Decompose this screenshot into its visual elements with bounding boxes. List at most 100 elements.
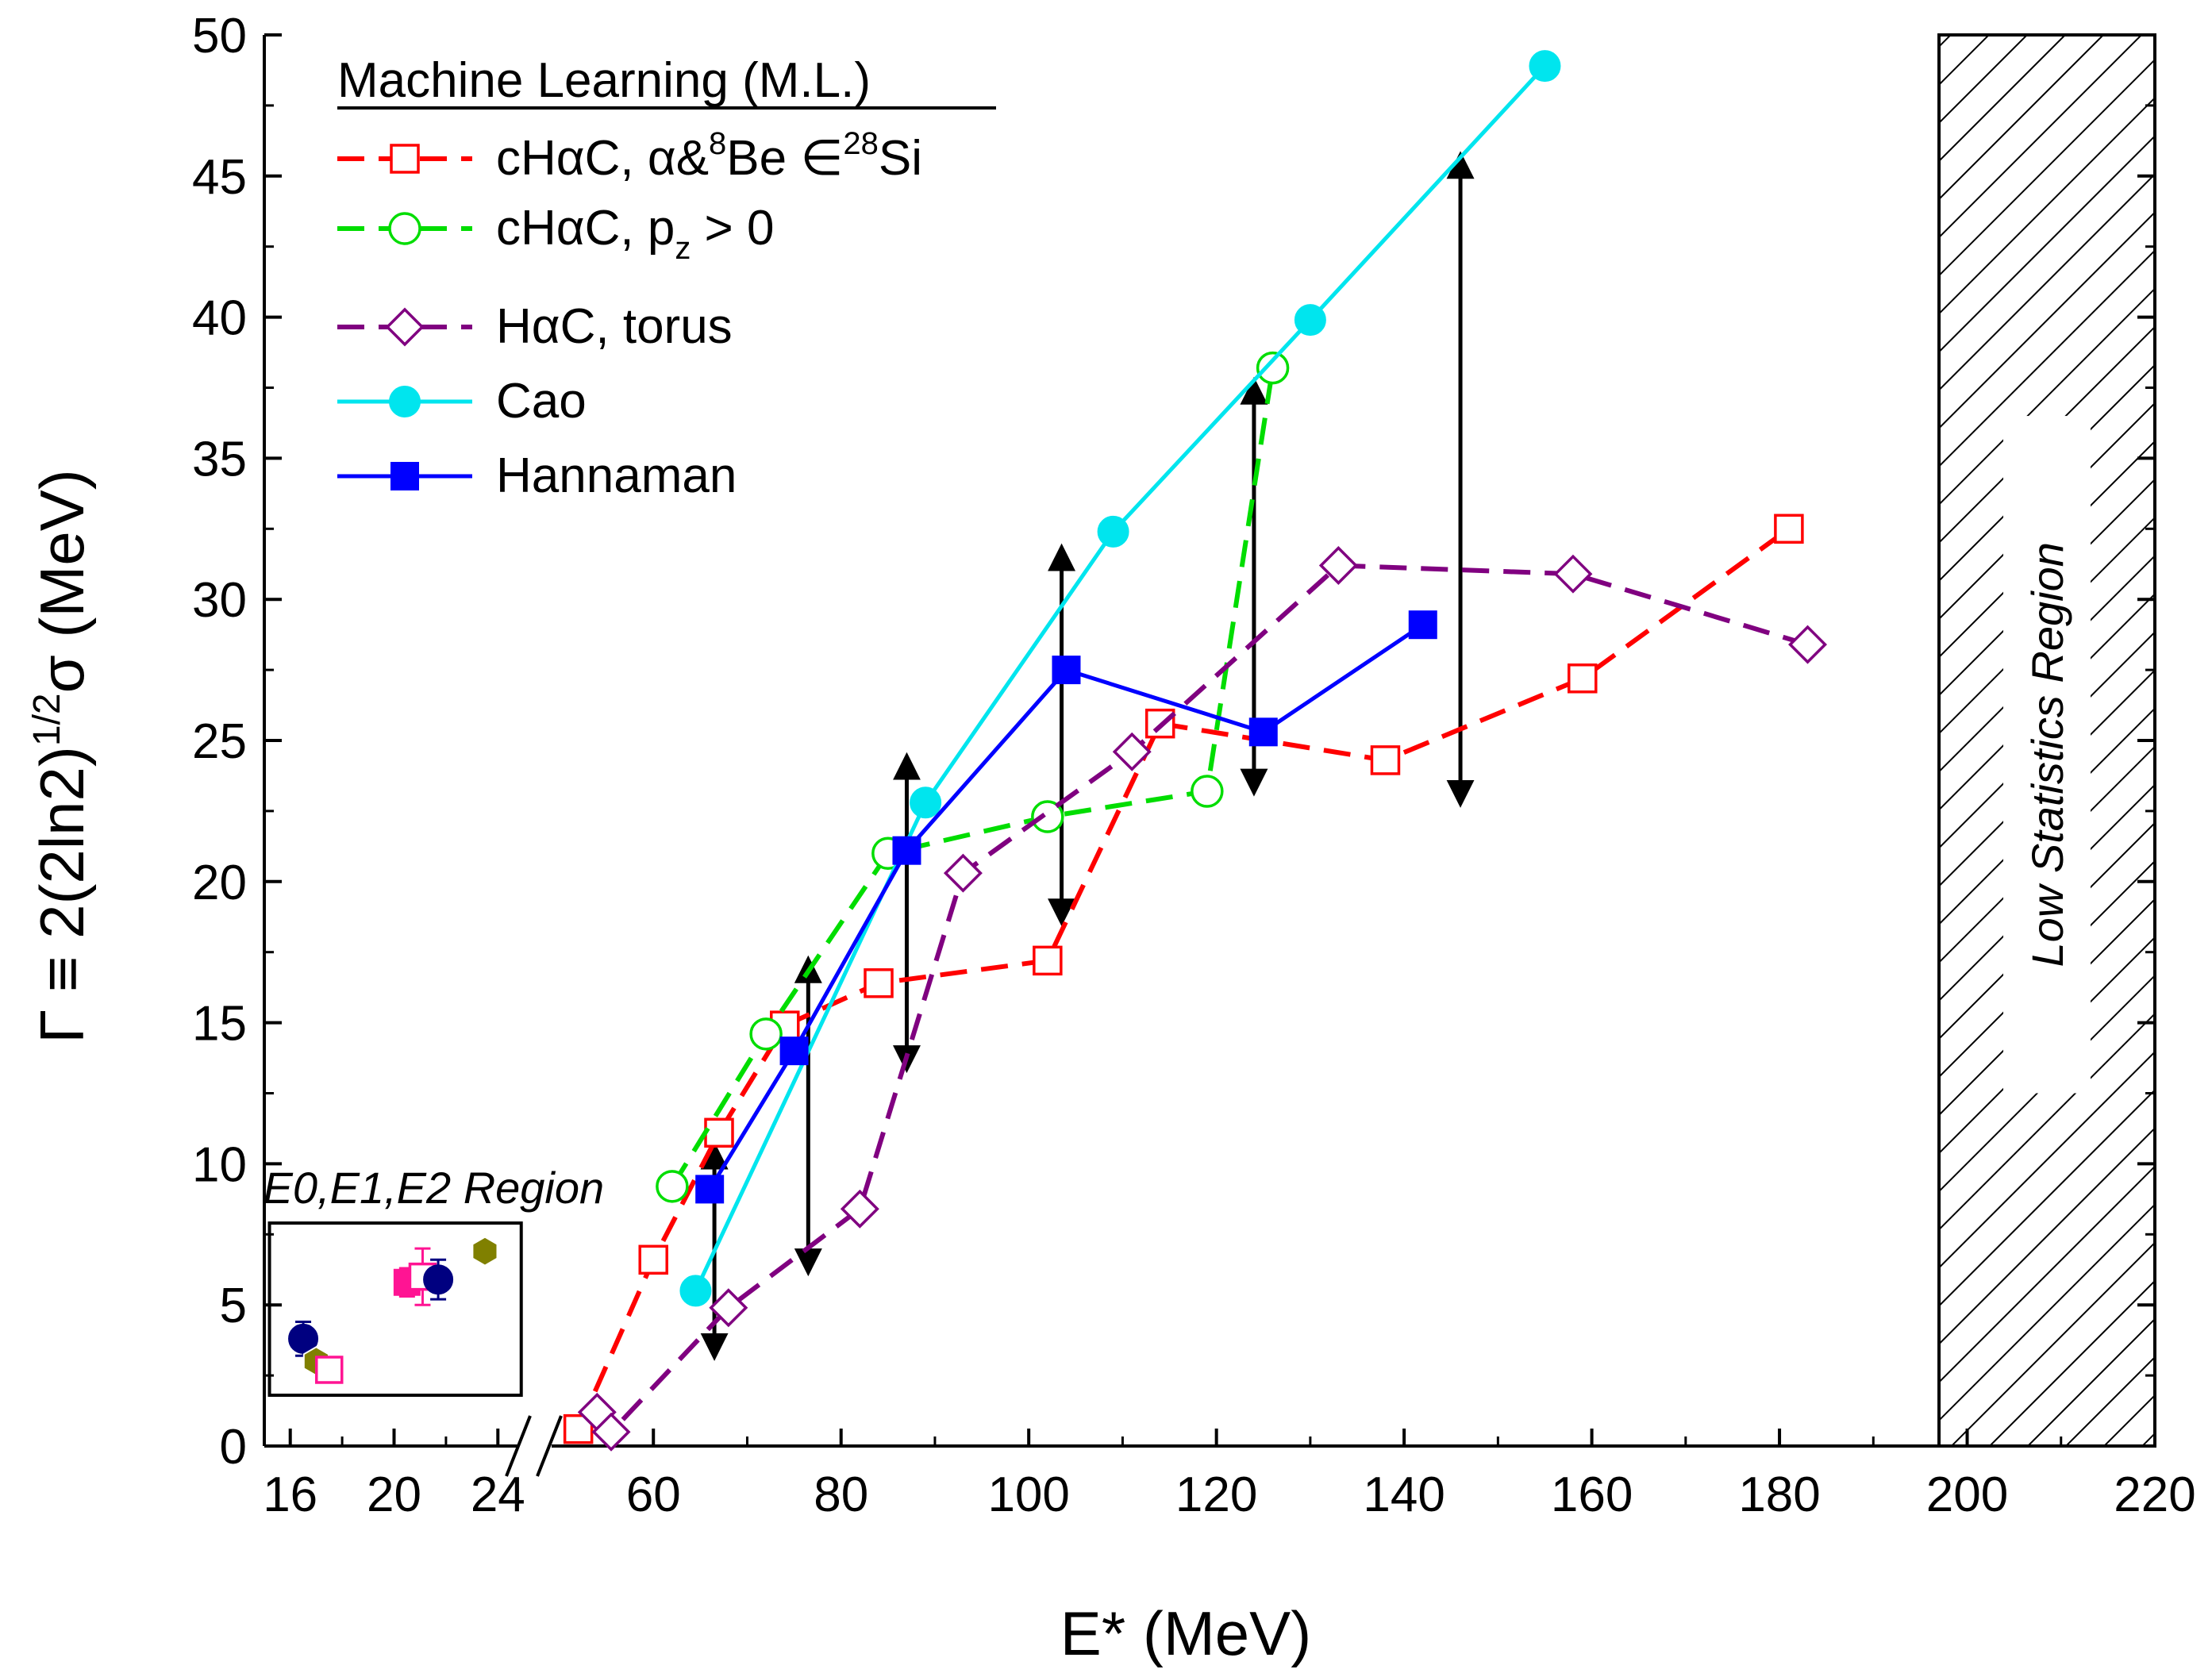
data-point-hac_torus: [840, 1189, 879, 1229]
legend-entry-hac_torus: HαC, torus: [337, 299, 733, 354]
data-point-chac_alpha: [563, 1413, 594, 1444]
legend-marker: [385, 307, 425, 347]
y-tick-label: 30: [192, 573, 247, 628]
data-point-chac_alpha: [704, 1117, 734, 1148]
x-tick-label: 180: [1738, 1467, 1820, 1522]
inset: E0,E1,E2 Region: [264, 1163, 605, 1397]
y-tick-label: 10: [192, 1137, 247, 1192]
data-point-hannaman: [779, 1036, 809, 1066]
data-point-hannaman: [1408, 610, 1437, 640]
legend-label: cHαC, α&8Be ∈28Si: [496, 126, 922, 186]
data-point-chac_pz: [656, 1170, 689, 1203]
x-tick-label: 80: [814, 1467, 868, 1522]
inset-box: [267, 1221, 523, 1397]
y-tick-label: 25: [192, 714, 247, 769]
data-point-chac_pz: [1191, 775, 1224, 808]
series-chac_alpha: [563, 513, 1804, 1444]
axis-break-mark: [536, 1415, 563, 1477]
data-point-chac_pz: [1031, 800, 1064, 833]
y-axis-title-sigma: σ (MeV): [27, 469, 97, 693]
series-chac_pz: [656, 351, 1290, 1203]
legend-title: Machine Learning (M.L.): [337, 53, 871, 108]
y-tick-label: 15: [192, 997, 247, 1052]
legend-entry-chac_pz: cHαC, pz > 0: [337, 201, 774, 266]
data-point-chac_alpha: [1568, 663, 1598, 694]
data-point-hac_torus: [943, 853, 983, 893]
x-tick-label: 60: [626, 1467, 681, 1522]
legend-label-part: cHαC, α&: [496, 131, 709, 186]
data-point-cao: [1529, 50, 1561, 83]
legend-marker: [389, 386, 421, 417]
x-tick-label: 200: [1926, 1467, 2008, 1522]
legend-label: Cao: [496, 374, 587, 429]
inset-data-point: [288, 1323, 319, 1354]
legend-label-part: Si: [879, 131, 922, 186]
low-statistics-label: Low Statistics Region: [2022, 542, 2072, 967]
legend-label-part: z: [675, 231, 691, 266]
legend-entry-cao: Cao: [337, 374, 587, 429]
data-point-chac_alpha: [1033, 945, 1063, 976]
data-point-hac_torus: [1553, 554, 1593, 594]
legend-entry-chac_alpha: cHαC, α&8Be ∈28Si: [337, 126, 922, 186]
data-point-hac_torus: [1788, 625, 1828, 664]
x-tick-label: 24: [471, 1467, 525, 1522]
data-point-chac_pz: [749, 1017, 783, 1051]
data-point-hac_torus: [1318, 546, 1358, 586]
x-axis-title: E* (MeV): [1060, 1598, 1311, 1668]
data-point-hannaman: [695, 1175, 725, 1204]
legend-marker: [388, 212, 421, 245]
inset-points: [288, 1236, 498, 1384]
legend-label-part: Hannaman: [496, 448, 737, 503]
series-line-cao: [694, 64, 1547, 1292]
data-point-chac_pz: [1256, 351, 1290, 385]
y-tick-label: 35: [192, 432, 247, 487]
series-line-hac_torus: [594, 563, 1809, 1436]
legend-label: HαC, torus: [496, 299, 733, 354]
legend-label-part: 8: [709, 126, 726, 161]
series-line-chac_pz: [670, 367, 1275, 1188]
y-tick-label: 45: [192, 150, 247, 205]
x-tick-label: 220: [2114, 1467, 2195, 1522]
low-statistics-label-bg: [2003, 416, 2091, 1094]
legend-label-part: Cao: [496, 374, 587, 429]
x-tick-label: 140: [1363, 1467, 1445, 1522]
x-tick-label: 20: [367, 1467, 421, 1522]
series-line-hannaman: [708, 623, 1425, 1190]
series-hac_torus: [577, 546, 1828, 1452]
data-point-hannaman: [1248, 717, 1278, 747]
inset-data-point: [315, 1356, 344, 1384]
data-point-hannaman: [892, 836, 921, 865]
y-tick-label: 40: [192, 291, 247, 346]
legend-entry-hannaman: Hannaman: [337, 448, 737, 503]
y-tick-label: 20: [192, 856, 247, 910]
y-tick-label: 0: [220, 1420, 247, 1475]
axis-break-mark: [505, 1415, 532, 1477]
data-point-cao: [1097, 515, 1129, 548]
data-point-chac_alpha: [638, 1244, 668, 1275]
inset-data-point: [471, 1236, 498, 1267]
x-tick-label: 120: [1175, 1467, 1257, 1522]
legend-label-part: > 0: [691, 201, 774, 256]
data-point-cao: [910, 787, 942, 819]
inset-data-point: [423, 1264, 454, 1295]
series-hannaman: [695, 610, 1437, 1204]
data-point-hannaman: [1052, 656, 1081, 685]
series-layer: [563, 50, 1828, 1452]
data-point-hac_torus: [709, 1288, 748, 1328]
data-point-chac_alpha: [1774, 513, 1804, 544]
series-cao: [679, 50, 1561, 1307]
data-point-chac_alpha: [1370, 745, 1401, 775]
y-axis-title-sup: 1/2: [26, 693, 68, 746]
legend-label: Hannaman: [496, 448, 737, 503]
legend-label-part: Be ∈: [726, 131, 843, 186]
x-tick-label: 100: [987, 1467, 1069, 1522]
data-point-hac_torus: [591, 1412, 631, 1452]
data-point-cao: [1294, 304, 1326, 337]
data-point-cao: [679, 1275, 712, 1307]
legend-marker: [390, 144, 420, 174]
x-tick-label: 16: [263, 1467, 317, 1522]
inset-label: E0,E1,E2 Region: [264, 1163, 605, 1213]
legend-marker: [390, 462, 419, 490]
legend-label-part: cHαC, p: [496, 201, 675, 256]
